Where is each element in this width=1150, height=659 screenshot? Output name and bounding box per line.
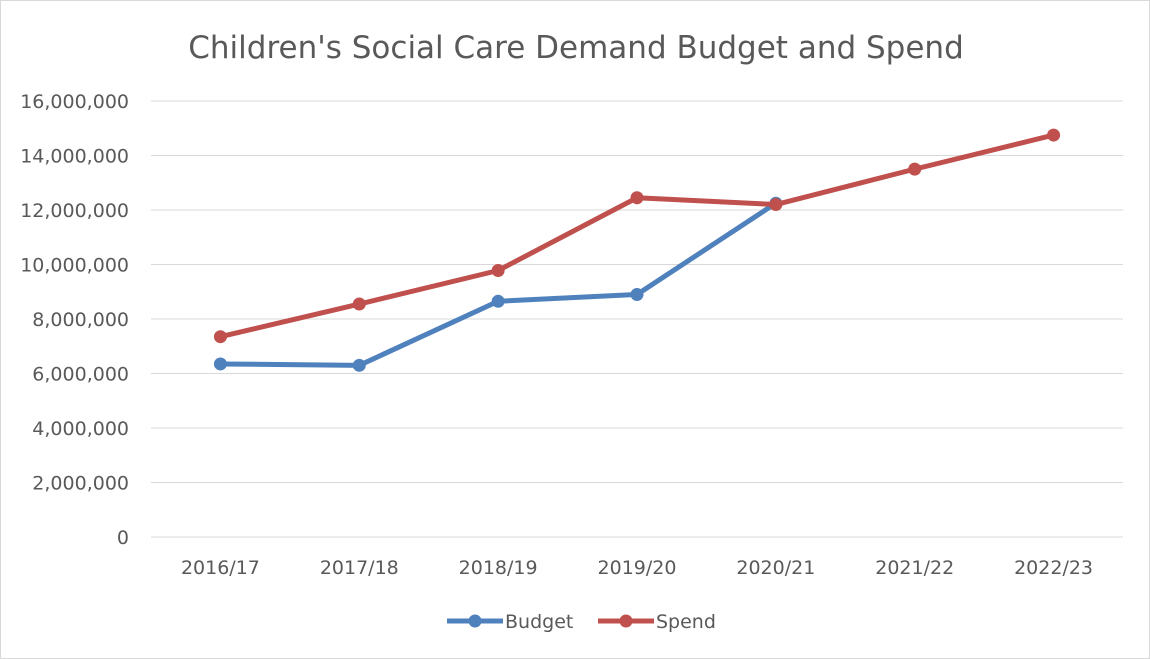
y-tick-label: 0 (117, 527, 129, 549)
data-point-budget (352, 358, 366, 372)
gridlines (151, 100, 1123, 538)
series-line-budget (217, 200, 779, 368)
data-point-spend (352, 297, 366, 311)
legend: Budget Spend (447, 611, 716, 633)
y-tick-label: 6,000,000 (32, 364, 129, 386)
x-tick-label: 2017/18 (320, 557, 399, 579)
data-point-spend (491, 263, 505, 277)
y-axis-ticks: 0 2,000,000 4,000,000 6,000,000 8,000,000 10,… (20, 91, 129, 549)
y-tick-label: 2,000,000 (32, 473, 129, 495)
data-point-spend (769, 198, 783, 212)
x-tick-label: 2021/22 (875, 557, 954, 579)
legend-marker-budget (468, 614, 482, 628)
y-tick-label: 8,000,000 (32, 309, 129, 331)
legend-marker-spend (619, 614, 633, 628)
data-point-budget (630, 287, 644, 301)
y-tick-label: 14,000,000 (20, 146, 129, 168)
data-point-spend (908, 162, 922, 176)
series-lines (213, 128, 1061, 372)
data-point-spend (630, 191, 644, 205)
series-line-spend (217, 132, 1057, 340)
legend-label-spend: Spend (656, 611, 716, 633)
x-axis-ticks: 2016/17 2017/18 2018/19 2019/20 2020/21 2021/… (181, 557, 1093, 579)
y-tick-label: 4,000,000 (32, 418, 129, 440)
x-tick-label: 2018/19 (459, 557, 538, 579)
x-tick-label: 2022/23 (1014, 557, 1093, 579)
legend-label-budget: Budget (505, 611, 573, 633)
x-tick-label: 2019/20 (598, 557, 677, 579)
y-tick-label: 12,000,000 (20, 200, 129, 222)
y-tick-label: 16,000,000 (20, 91, 129, 113)
chart-title: Children's Social Care Demand Budget and… (188, 30, 964, 66)
y-tick-label: 10,000,000 (20, 255, 129, 277)
data-point-budget (491, 294, 505, 308)
data-point-spend (213, 330, 227, 344)
x-tick-label: 2020/21 (736, 557, 815, 579)
x-tick-label: 2016/17 (181, 557, 260, 579)
data-point-budget (213, 357, 227, 371)
data-point-spend (1047, 128, 1061, 142)
